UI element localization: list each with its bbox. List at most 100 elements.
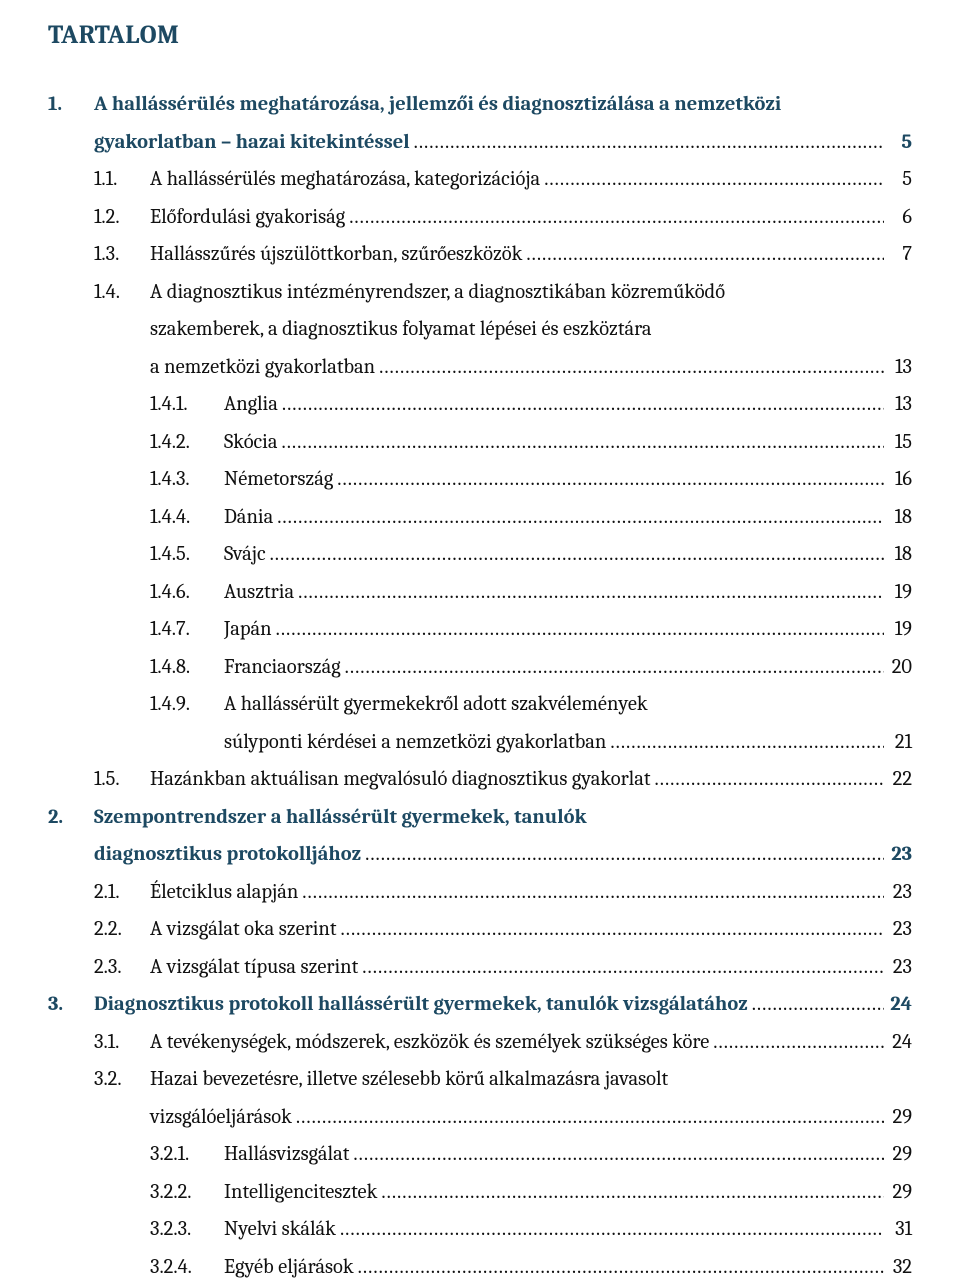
toc-row: súlyponti kérdései a nemzetközi gyakorla… bbox=[150, 724, 912, 762]
toc-number: 1.4.9. bbox=[150, 686, 224, 724]
toc-text: Hallásvizsgálat bbox=[224, 1136, 349, 1174]
toc-row: a nemzetközi gyakorlatban13 bbox=[94, 349, 912, 387]
toc-entry: 1.4.A diagnosztikus intézményrendszer, a… bbox=[48, 274, 912, 387]
toc-entry: 2.Szempontrendszer a hallássérült gyerme… bbox=[48, 799, 912, 874]
page: TARTALOM 1.A hallássérülés meghatározása… bbox=[0, 0, 960, 1282]
toc-number: 1.1. bbox=[94, 161, 150, 199]
toc-number: 1.4.6. bbox=[150, 574, 224, 612]
toc-number: 3.2.2. bbox=[150, 1174, 224, 1212]
toc-leader bbox=[358, 949, 884, 987]
toc-number: 1.4.2. bbox=[150, 424, 224, 462]
toc-page: 29 bbox=[884, 1136, 912, 1174]
toc-entry: 1.2.Előfordulási gyakoriság6 bbox=[48, 199, 912, 237]
toc-page: 24 bbox=[884, 986, 912, 1024]
toc-entry: 2.1.Életciklus alapján23 bbox=[48, 874, 912, 912]
toc-number: 1.4.3. bbox=[150, 461, 224, 499]
toc-text: A vizsgálat oka szerint bbox=[150, 911, 337, 949]
toc-text: szakemberek, a diagnosztikus folyamat lé… bbox=[150, 311, 652, 349]
toc-entry: 1.5.Hazánkban aktuálisan megvalósuló dia… bbox=[48, 761, 912, 799]
toc-entry: 1.4.8.Franciaország20 bbox=[48, 649, 912, 687]
toc-page: 22 bbox=[884, 761, 912, 799]
toc-number: 3.1. bbox=[94, 1024, 150, 1062]
toc-entry: 1.4.6.Ausztria19 bbox=[48, 574, 912, 612]
toc-leader bbox=[540, 161, 884, 199]
toc-leader bbox=[410, 124, 884, 162]
toc-entry: 3.Diagnosztikus protokoll hallássérült g… bbox=[48, 986, 912, 1024]
toc-row: 3.Diagnosztikus protokoll hallássérült g… bbox=[48, 986, 912, 1024]
toc-leader bbox=[336, 1211, 884, 1249]
toc-page: 23 bbox=[884, 911, 912, 949]
toc-number: 1.4.4. bbox=[150, 499, 224, 537]
toc-text: Életciklus alapján bbox=[150, 874, 298, 912]
toc-page: 16 bbox=[884, 461, 912, 499]
toc-text: A tevékenységek, módszerek, eszközök és … bbox=[150, 1024, 709, 1062]
toc-row: diagnosztikus protokolljához23 bbox=[48, 836, 912, 874]
toc-row: 1.4.8.Franciaország20 bbox=[150, 649, 912, 687]
toc-page: 19 bbox=[884, 574, 912, 612]
toc-leader bbox=[606, 724, 884, 762]
toc-number: 1.2. bbox=[94, 199, 150, 237]
toc-entry: 1.4.1.Anglia13 bbox=[48, 386, 912, 424]
toc-row: vizsgálóeljárások29 bbox=[94, 1099, 912, 1137]
toc-row: 3.2.3.Nyelvi skálák31 bbox=[150, 1211, 912, 1249]
toc-row: 3.1.A tevékenységek, módszerek, eszközök… bbox=[94, 1024, 912, 1062]
toc-page: 21 bbox=[884, 724, 912, 762]
toc-leader bbox=[341, 649, 884, 687]
toc-text: Intelligencitesztek bbox=[224, 1174, 377, 1212]
toc-leader bbox=[273, 499, 884, 537]
toc-entry: 1.4.2.Skócia 15 bbox=[48, 424, 912, 462]
toc-row: gyakorlatban – hazai kitekintéssel 5 bbox=[48, 124, 912, 162]
toc-leader bbox=[651, 761, 885, 799]
toc-leader bbox=[522, 236, 884, 274]
toc-number: 1. bbox=[48, 86, 94, 124]
toc-text: Japán bbox=[224, 611, 272, 649]
toc-number: 3.2. bbox=[94, 1061, 150, 1099]
toc-text: Anglia bbox=[224, 386, 278, 424]
toc-row: 1.2.Előfordulási gyakoriság6 bbox=[94, 199, 912, 237]
toc-row: 1.4.9.A hallássérült gyermekekről adott … bbox=[150, 686, 912, 724]
toc-page: 18 bbox=[884, 499, 912, 537]
toc-row: 1.3.Hallásszűrés újszülöttkorban, szűrőe… bbox=[94, 236, 912, 274]
toc-leader bbox=[748, 986, 884, 1024]
toc-row: 3.2.4.Egyéb eljárások32 bbox=[150, 1249, 912, 1286]
toc-entry: 1.1.A hallássérülés meghatározása, kateg… bbox=[48, 161, 912, 199]
toc-text: A vizsgálat típusa szerint bbox=[150, 949, 358, 987]
toc-number: 3.2.1. bbox=[150, 1136, 224, 1174]
toc-page: 24 bbox=[884, 1024, 912, 1062]
toc-text: Németország bbox=[224, 461, 333, 499]
toc-text: Svájc bbox=[224, 536, 266, 574]
toc-row: 3.2.1.Hallásvizsgálat 29 bbox=[150, 1136, 912, 1174]
toc-leader bbox=[298, 874, 884, 912]
toc-page: 5 bbox=[884, 124, 912, 162]
toc-page: 32 bbox=[884, 1249, 912, 1286]
toc-text: A hallássérülés meghatározása, jellemzői… bbox=[94, 86, 781, 124]
toc-leader bbox=[377, 1174, 884, 1212]
toc-row: 2.3.A vizsgálat típusa szerint23 bbox=[94, 949, 912, 987]
toc-text: Dánia bbox=[224, 499, 273, 537]
toc-leader bbox=[277, 424, 884, 462]
toc-text: Skócia bbox=[224, 424, 277, 462]
toc-entry: 3.2.1.Hallásvizsgálat 29 bbox=[48, 1136, 912, 1174]
toc-text: Hallásszűrés újszülöttkorban, szűrőeszkö… bbox=[150, 236, 522, 274]
toc-page: 19 bbox=[884, 611, 912, 649]
toc-entry: 1.4.5.Svájc 18 bbox=[48, 536, 912, 574]
toc-text: súlyponti kérdései a nemzetközi gyakorla… bbox=[224, 724, 606, 762]
toc-page: 23 bbox=[884, 836, 912, 874]
toc-number: 2.2. bbox=[94, 911, 150, 949]
toc-number: 2.3. bbox=[94, 949, 150, 987]
toc-page: 13 bbox=[884, 349, 912, 387]
toc-number: 3.2.4. bbox=[150, 1249, 224, 1286]
toc-row: 1.4.7.Japán19 bbox=[150, 611, 912, 649]
toc-number: 2. bbox=[48, 799, 94, 837]
toc-number: 2.1. bbox=[94, 874, 150, 912]
toc-number: 1.4.5. bbox=[150, 536, 224, 574]
toc-text: gyakorlatban – hazai kitekintéssel bbox=[94, 124, 410, 162]
toc-row: 1.4.6.Ausztria19 bbox=[150, 574, 912, 612]
toc-entry: 2.2.A vizsgálat oka szerint 23 bbox=[48, 911, 912, 949]
toc-page: 18 bbox=[884, 536, 912, 574]
toc-row: 1.5.Hazánkban aktuálisan megvalósuló dia… bbox=[94, 761, 912, 799]
toc-page: 15 bbox=[884, 424, 912, 462]
toc-leader bbox=[361, 836, 884, 874]
toc-entry: 3.2.2.Intelligencitesztek29 bbox=[48, 1174, 912, 1212]
table-of-contents: 1.A hallássérülés meghatározása, jellemz… bbox=[48, 86, 912, 1286]
